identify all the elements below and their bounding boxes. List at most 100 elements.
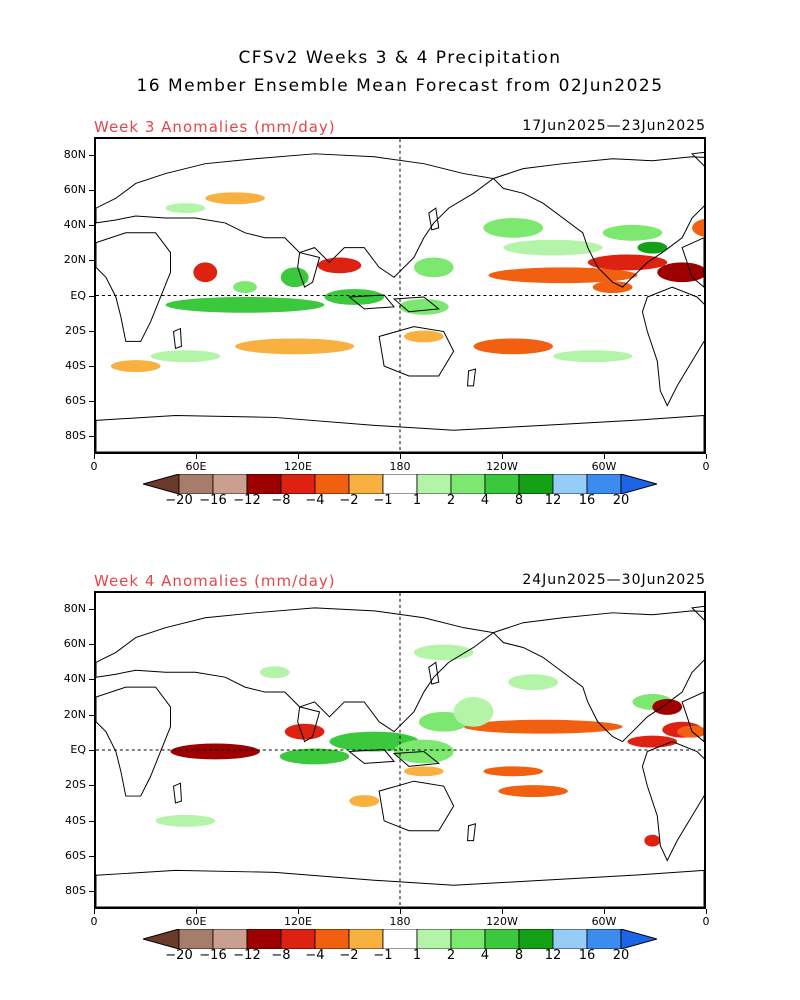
dry-anomaly-region [488,267,638,284]
colorbar-segment [552,928,588,950]
longitude-label: 120W [486,915,518,928]
dry-anomaly-region [652,698,683,715]
dry-anomaly-region [403,330,444,343]
colorbar-segment [314,473,350,495]
coastline [492,156,704,288]
latitude-tick [89,785,94,787]
longitude-tick [196,909,197,914]
latitude-label: 60S [65,394,86,408]
colorbar-svg [141,928,659,950]
latitude-label: 60N [63,182,86,196]
latitude-label: EQ [70,288,86,302]
week4-colorbar: −20 −16 −12 −8 −4 −2 −1 1 2 4 8 12 16 20 [141,928,659,963]
longitude-label: 0 [90,915,98,928]
wet-anomaly-region [637,241,668,254]
latitude-label: EQ [70,743,86,756]
latitude-label: 20S [65,323,86,337]
longitude-tick [604,454,605,459]
colorbar-label: −1 [373,493,393,508]
colorbar-label: 2 [446,493,456,508]
wet-anomaly-region [552,350,633,363]
dry-anomaly-region [644,834,661,847]
colorbar-label: 12 [544,493,562,508]
dry-anomaly-region [587,254,668,271]
colorbar-label: −12 [233,948,261,963]
latitude-tick [89,295,94,297]
chart-title-line1: CFSv2 Weeks 3 & 4 Precipitation [238,48,562,68]
wet-anomaly-region [279,748,350,765]
coastline [378,326,455,377]
wet-anomaly-region [259,666,290,679]
week4-panel-label: Week 4 Anomalies (mm/day) [94,572,336,590]
colorbar-segment [484,473,520,495]
longitude-label: 0 [90,460,98,473]
coastline [691,605,704,621]
dry-anomaly-region [403,766,444,777]
longitude-tick [94,909,95,914]
colorbar-segment [348,473,384,495]
colorbar-segment [416,928,452,950]
coastline [467,368,477,387]
coastline [348,748,396,764]
latitude-label: 60N [63,637,86,650]
colorbar-label: 12 [544,948,562,963]
longitude-tick [298,454,299,459]
colorbar-label: 16 [578,493,596,508]
longitude-label: 0 [702,915,710,928]
latitude-label: 80S [65,884,86,898]
colorbar-segment [382,928,418,950]
latitude-tick [89,891,94,893]
colorbar-segment [552,473,588,495]
coastline [392,750,441,767]
colorbar-segment [586,473,622,495]
colorbar-label: 20 [612,493,630,508]
week3-map [94,137,706,454]
colorbar-label: 2 [446,948,456,963]
longitude-tick [706,454,707,459]
colorbar-segment [416,473,452,495]
anomaly-map [96,593,704,907]
coastline [641,286,704,407]
coastline [641,741,704,862]
coastline [96,414,704,452]
coastline [681,237,704,288]
longitude-label: 120E [284,460,312,473]
longitude-tick [94,454,95,459]
dry-anomaly-region [205,192,265,205]
longitude-label: 0 [702,460,710,473]
wet-anomaly-region [399,298,449,315]
colorbar-arrow-right [620,473,659,495]
latitude-tick [89,436,94,438]
colorbar-label: −1 [373,948,393,963]
wet-anomaly-region [165,203,206,214]
week4-date-range: 24Jun2025—30Jun2025 [522,572,706,588]
wet-anomaly-region [329,731,419,752]
dry-anomaly-region [463,719,623,734]
colorbar-label: −4 [305,493,325,508]
coastline [467,823,477,842]
colorbar-segment [484,928,520,950]
week3-date-range: 17Jun2025—23Jun2025 [522,118,706,134]
colorbar-segment [178,473,214,495]
dry-anomaly-region [284,723,325,740]
wet-anomaly-region [453,697,494,727]
colorbar-segment [348,928,384,950]
latitude-tick [89,750,94,751]
coastline [297,706,321,743]
colorbar-svg [141,473,659,495]
wet-anomaly-region [508,674,558,691]
colorbar-segment [212,928,248,950]
longitude-tick [604,909,605,914]
latitude-tick [89,679,94,681]
wet-anomaly-region [165,296,325,313]
colorbar-label: −20 [165,493,193,508]
latitude-tick [89,189,94,191]
wet-anomaly-region [413,257,454,278]
colorbar-label: −16 [199,948,227,963]
colorbar-label: −12 [233,493,261,508]
coastline [392,296,441,313]
dry-anomaly-region [483,766,544,777]
latitude-label: 80N [63,601,86,615]
coastline [96,153,495,278]
colorbar-label: −8 [271,493,291,508]
